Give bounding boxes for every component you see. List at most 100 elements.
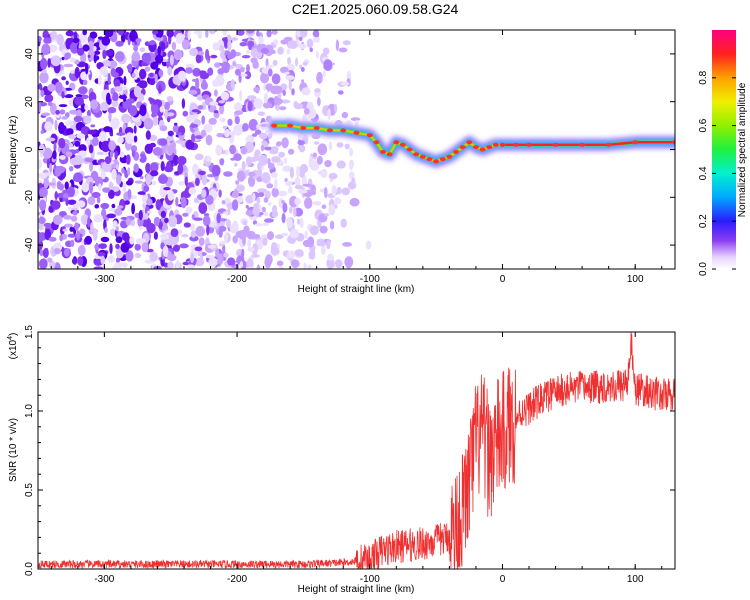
spectrogram-noise-blob: [115, 243, 120, 249]
spectrogram-noise-blob: [98, 183, 102, 191]
spectrogram-noise-blob: [53, 248, 61, 255]
spectrogram-noise-blob: [65, 151, 73, 158]
spectrogram-noise-blob: [221, 200, 226, 205]
spectrogram-noise-blob: [149, 162, 159, 173]
spectrogram-noise-blob: [141, 52, 152, 63]
spectrogram-noise-blob: [73, 172, 83, 183]
spectrogram-noise-blob: [273, 39, 279, 45]
spectrogram-noise-blob: [193, 197, 199, 204]
spectrogram-noise-blob: [165, 136, 174, 142]
spectrogram-noise-blob: [59, 234, 64, 242]
spectrogram-noise-blob: [47, 101, 53, 107]
spectrogram-noise-blob: [102, 59, 111, 67]
spectrogram-noise-blob: [65, 80, 69, 86]
spectrogram-noise-blob: [78, 86, 88, 95]
spectrogram-noise-blob: [125, 180, 133, 186]
snr-xtick-label: 100: [627, 574, 644, 585]
spectrogram-noise-blob: [287, 148, 295, 155]
spectrogram-noise-blob: [227, 39, 232, 51]
spectrogram-noise-blob: [256, 124, 261, 130]
spectrogram-noise-blob: [280, 39, 289, 45]
spectrogram-noise-blob: [114, 208, 123, 216]
spectrogram-noise-blob: [257, 111, 265, 116]
spectrogram-noise-blob: [287, 57, 292, 65]
spectrogram-noise-blob: [289, 206, 293, 214]
spectrogram-noise-blob: [90, 124, 96, 128]
spectrogram-noise-blob: [205, 134, 213, 146]
spectrogram-noise-blob: [69, 109, 78, 115]
spectrogram-noise-blob: [72, 37, 80, 44]
spectrogram-noise-blob: [160, 161, 165, 172]
spectrogram-noise-blob: [116, 257, 120, 264]
spectrogram-noise-blob: [227, 257, 234, 265]
spectrogram-noise-blob: [133, 163, 139, 173]
spectrogram-noise-blob: [275, 141, 282, 147]
spectrogram-noise-blob: [41, 112, 51, 117]
snr-ytick-label: 1.5: [24, 325, 35, 339]
spectrogram-noise-blob: [104, 49, 114, 57]
spectrogram-noise-blob: [223, 211, 229, 215]
spectrogram-noise-blob: [38, 182, 43, 189]
snr-ytick-label: 1.0: [24, 404, 35, 418]
spectrogram-noise-blob: [141, 242, 149, 253]
spectrogram-noise-blob: [38, 36, 42, 42]
colorbar: 0.0 0.2 0.4 0.6 0.8 Normalized spectral ampl…: [698, 30, 748, 276]
spectrogram-noise-blob: [115, 51, 125, 62]
spectrogram-noise-blob: [218, 189, 222, 198]
spectrogram-noise-blob: [208, 30, 216, 35]
spectrogram-noise-blob: [212, 42, 220, 51]
spectrogram-noise-blob: [266, 64, 274, 68]
spectrogram-noise-blob: [341, 111, 349, 119]
spectrogram-noise-blob: [108, 110, 112, 123]
spectrogram-noise-blob: [154, 73, 158, 84]
spectrogram-noise-blob: [233, 124, 243, 136]
spectrogram-noise-blob: [227, 53, 234, 60]
ridge-point: [552, 142, 559, 147]
spectrogram-noise-blob: [230, 157, 236, 161]
spectrogram-noise-blob: [70, 57, 76, 63]
colorbar-tick-label: 0.6: [698, 118, 709, 132]
spectrogram-noise-blob: [127, 63, 133, 74]
spectrogram-noise-blob: [195, 177, 200, 187]
spectrogram-noise-blob: [205, 30, 209, 38]
spectrogram-noise-blob: [257, 169, 263, 176]
spectrogram-noise-blob: [193, 126, 199, 131]
spectrogram-noise-blob: [52, 214, 63, 225]
figure-title: C2E1.2025.060.09.58.G24: [292, 1, 459, 17]
spectrogram-noise-blob: [38, 89, 42, 99]
ridge-point: [579, 142, 586, 147]
spectrogram-noise-blob: [205, 156, 212, 162]
spectrogram-noise-blob: [69, 41, 80, 54]
spectrogram-noise-blob: [56, 33, 64, 46]
spectrogram-noise-blob: [274, 178, 278, 190]
spectrogram-noise-blob: [233, 265, 237, 269]
spectrogram-noise-blob: [304, 197, 313, 209]
spectrogram-noise-blob: [167, 145, 174, 155]
spectrogram-noise-blob: [169, 54, 174, 66]
spectrogram-noise-blob: [106, 213, 116, 219]
spectrogram-noise-blob: [149, 134, 158, 142]
spectrogram-noise-blob: [312, 30, 320, 38]
spectrogram-noise-blob: [38, 159, 42, 170]
spectrogram-noise-blob: [53, 142, 57, 153]
spectrogram-noise-blob: [117, 30, 125, 36]
spectrogram-noise-blob: [181, 39, 190, 50]
spectrogram-noise-blob: [164, 101, 170, 111]
spectrogram-noise-blob: [207, 67, 214, 76]
spectrogram-noise-blob: [324, 160, 332, 168]
spectrogram-xtick-label: 0: [500, 274, 506, 285]
spectrogram-noise-blob: [246, 30, 255, 34]
spectrogram-noise-blob: [224, 36, 228, 48]
spectrogram-noise-blob: [264, 146, 273, 151]
spectrogram-noise-blob: [344, 143, 350, 150]
snr-multiplier-base: (x10: [8, 339, 19, 359]
spectrogram-noise-blob: [279, 106, 287, 111]
spectrogram-noise-blob: [41, 43, 51, 55]
spectrogram-noise-blob: [182, 212, 189, 217]
spectrogram-noise-blob: [351, 177, 356, 185]
spectrogram-noise-blob: [61, 116, 68, 120]
spectrogram-noise-blob: [64, 223, 73, 228]
spectrogram-noise-blob: [104, 156, 112, 165]
spectrogram-xtick-label: -200: [227, 274, 247, 285]
